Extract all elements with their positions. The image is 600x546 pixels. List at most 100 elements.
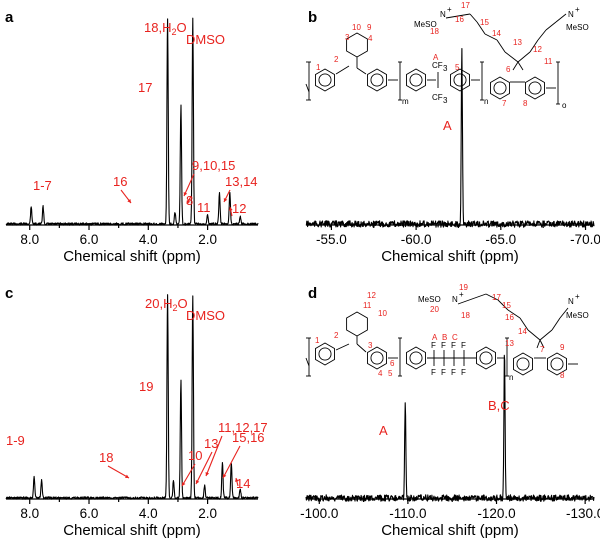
ring-aromatic — [493, 81, 507, 95]
x-axis-title: Chemical shift (ppm) — [63, 248, 201, 265]
x-tick-label: -120.0 — [477, 506, 515, 521]
atom-number: 14 — [492, 29, 501, 38]
phenyl-ring — [406, 346, 426, 370]
fluorene-ring — [525, 76, 545, 100]
cf3-subscript: 3 — [443, 96, 448, 105]
peak-arrow — [181, 463, 196, 487]
panel-letter: d — [308, 285, 317, 302]
x-tick-label: 2.0 — [198, 232, 217, 247]
bond — [517, 61, 524, 71]
atom-number: 5 — [455, 63, 460, 72]
bond — [496, 39, 506, 53]
ring-aromatic — [479, 351, 493, 365]
atom-number: 5 — [388, 369, 393, 378]
bond — [507, 309, 521, 319]
peak-arrow-head — [205, 472, 210, 476]
bond — [445, 13, 471, 19]
atom-number: 4 — [378, 369, 383, 378]
quaternary-nitrogen: N — [440, 10, 446, 19]
peak-label: 14 — [236, 476, 250, 491]
peak-arrow — [195, 451, 213, 485]
peak-arrow-head — [223, 198, 228, 202]
atom-number: 13 — [505, 339, 514, 348]
x-tick-label: -65.0 — [485, 232, 516, 247]
fluorine-position-label: A — [432, 333, 438, 342]
bond — [555, 13, 567, 23]
atom-number: 9 — [367, 23, 372, 32]
x-tick-label: 4.0 — [139, 232, 158, 247]
ring-aromatic — [318, 73, 332, 87]
bond — [504, 51, 519, 63]
peak-label: 16 — [113, 174, 127, 189]
atom-number: 17 — [492, 293, 501, 302]
fluorine-atom: F — [461, 341, 466, 350]
ring-aromatic — [453, 73, 467, 87]
bond — [539, 329, 553, 341]
bond — [497, 299, 509, 311]
peak-label: 11 — [197, 200, 211, 215]
panel-letter: c — [5, 285, 13, 302]
bond — [305, 83, 310, 93]
peak-arrow-head — [222, 474, 227, 478]
bond — [457, 293, 487, 305]
x-tick-label: 4.0 — [139, 506, 158, 521]
repeat-index-n: n — [484, 97, 488, 106]
x-tick-label: -60.0 — [401, 232, 432, 247]
bond — [519, 317, 529, 331]
charge-plus: + — [447, 5, 452, 14]
x-tick-label: -55.0 — [316, 232, 347, 247]
counter-ion: MeSO — [414, 20, 437, 29]
peak-label: 17 — [138, 80, 152, 95]
cyclohexane-ring — [346, 32, 368, 58]
peak-arrow — [183, 173, 195, 197]
x-tick-label: 8.0 — [20, 506, 39, 521]
quaternary-nitrogen: N — [568, 297, 574, 306]
cyclohexane-ring — [346, 311, 368, 337]
ring-aromatic — [409, 351, 423, 365]
ring-aromatic — [528, 81, 542, 95]
fluorine-atom: F — [461, 368, 466, 377]
phenyl-ring — [315, 342, 335, 366]
peak-arrow-head — [228, 207, 233, 211]
bond — [512, 61, 519, 71]
phenyl-ring — [315, 68, 335, 92]
x-tick-label: 8.0 — [20, 232, 39, 247]
panel-letter: a — [5, 9, 14, 26]
atom-number: 11 — [363, 301, 372, 310]
fluorine-atom: F — [431, 341, 436, 350]
charge-plus: + — [575, 292, 580, 301]
atom-number: 9 — [560, 343, 565, 352]
cf3-group: CF — [432, 61, 443, 70]
peak-label: 9,10,15 — [192, 158, 235, 173]
fluorene-ring — [490, 76, 510, 100]
atom-number: 6 — [506, 65, 511, 74]
bond — [527, 329, 541, 341]
counter-ion: MeSO — [566, 311, 589, 320]
fluorine-atom: F — [451, 341, 456, 350]
spectrum-line — [5, 17, 259, 226]
peak-arrow-head — [127, 199, 131, 203]
phenyl-ring — [406, 68, 426, 92]
fluorine-atom: F — [451, 368, 456, 377]
atom-number: 1 — [316, 63, 321, 72]
atom-number: 2 — [334, 55, 339, 64]
peak-label: A — [379, 423, 388, 438]
bond — [536, 339, 541, 349]
spectrum-line — [305, 354, 595, 502]
peak-label: 13 — [204, 436, 218, 451]
peak-label: 8 — [186, 193, 193, 208]
peak-label: A — [443, 118, 452, 133]
peak-arrow-head — [234, 478, 239, 482]
bond — [539, 339, 545, 349]
cf3-group: CF — [432, 93, 443, 102]
atom-number: 10 — [352, 23, 361, 32]
atom-number: 3 — [345, 33, 350, 42]
atom-number: 7 — [540, 345, 545, 354]
peak-label: DMSO — [186, 308, 225, 323]
peak-label: 15,16 — [232, 430, 265, 445]
atom-number: 13 — [513, 38, 522, 47]
repeat-index-n: n — [509, 373, 513, 382]
panel-d-spectrum: -100.0 -110.0 -120.0 -130.0 Chemical shift (… — [300, 285, 600, 539]
x-tick-label: -100.0 — [300, 506, 338, 521]
